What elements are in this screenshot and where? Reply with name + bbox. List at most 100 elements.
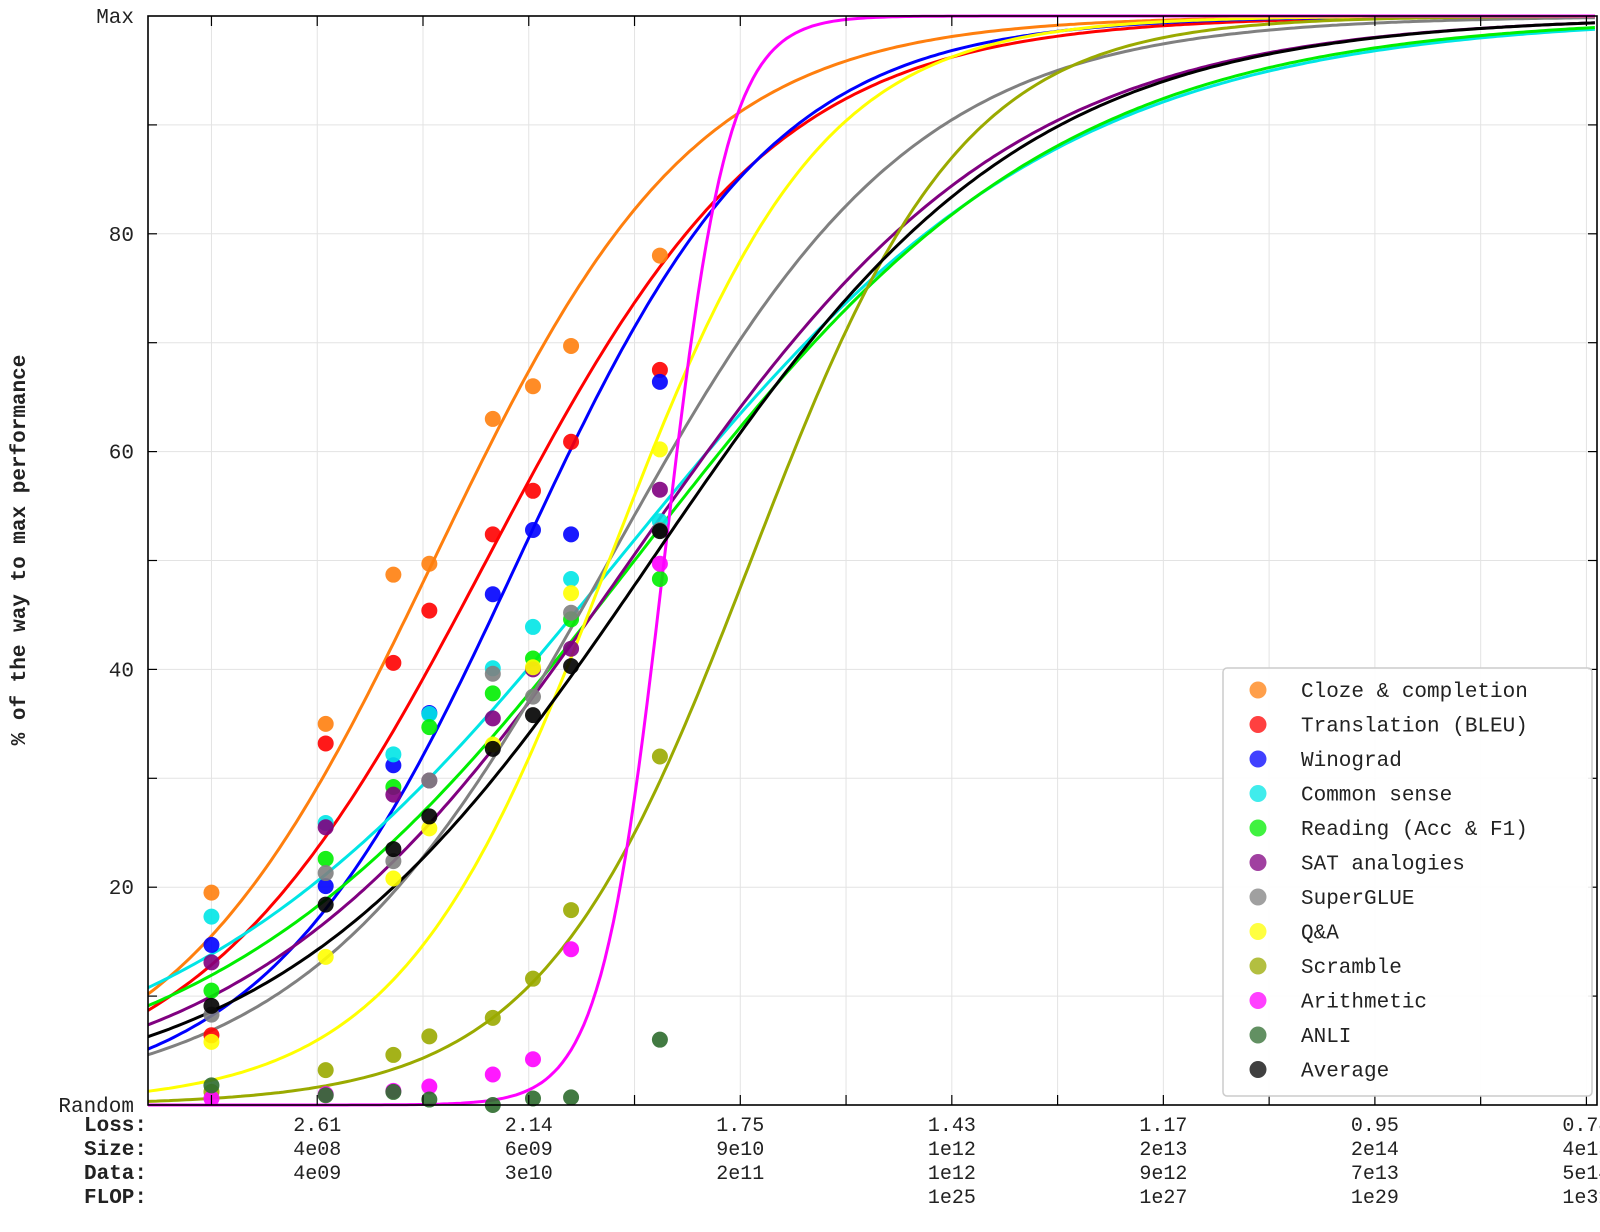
legend-marker (1249, 716, 1267, 733)
data-points (203, 247, 668, 1113)
data-point (563, 433, 580, 450)
data-point (203, 1077, 220, 1094)
data-point (524, 522, 541, 539)
x-tick-label: 6e09 (505, 1139, 553, 1162)
legend-label: Scramble (1301, 957, 1402, 980)
data-point (563, 526, 580, 543)
data-point (421, 1091, 438, 1108)
legend-marker (1249, 750, 1267, 768)
data-point (484, 740, 501, 757)
x-axis-row-label: Loss: (84, 1115, 147, 1138)
x-tick-label: 4e09 (293, 1163, 341, 1186)
legend-marker (1249, 992, 1267, 1009)
data-point (524, 707, 541, 724)
x-tick-label: 1e12 (928, 1163, 976, 1186)
x-tick-label: 2.61 (293, 1115, 341, 1138)
data-point (385, 654, 402, 671)
data-point (651, 555, 668, 572)
data-point (563, 585, 580, 602)
fit-curve (147, 16, 1595, 1057)
data-point (484, 710, 501, 727)
x-tick-label: 1.75 (716, 1115, 764, 1138)
fit-curve (147, 21, 1595, 1039)
x-tick-label: 7e13 (1351, 1163, 1399, 1186)
data-point (524, 618, 541, 635)
data-point (385, 841, 402, 858)
x-tick-label: 1e12 (928, 1139, 976, 1162)
data-point (524, 1051, 541, 1068)
data-point (421, 706, 438, 723)
data-point (421, 602, 438, 619)
legend-marker (1249, 1061, 1267, 1078)
legend-label: Reading (Acc & F1) (1301, 819, 1528, 842)
data-point (484, 665, 501, 682)
y-tick-label: 80 (109, 225, 134, 248)
data-point (385, 1083, 402, 1100)
legend-marker (1249, 785, 1267, 802)
data-point (385, 746, 402, 763)
legend-label: Translation (BLEU) (1301, 716, 1528, 739)
data-point (484, 685, 501, 702)
data-point (385, 1046, 402, 1063)
legend-label: Arithmetic (1301, 992, 1427, 1015)
data-point (385, 786, 402, 803)
x-tick-label: 1.43 (928, 1115, 976, 1138)
data-point (317, 1062, 334, 1079)
x-tick-label: 1e29 (1351, 1187, 1399, 1210)
data-point (203, 954, 220, 971)
x-tick-label: 2e11 (716, 1163, 764, 1186)
legend-label: Average (1301, 1061, 1389, 1084)
axes: Random 20 40 60 80 Max Loss: 2.61 2.14 1.75 1.43 1.… (58, 7, 1600, 1210)
x-tick-label: 2e14 (1351, 1139, 1399, 1162)
data-point (385, 566, 402, 583)
legend-marker (1249, 957, 1267, 975)
x-tick-label: 1e27 (1139, 1187, 1187, 1210)
legend-label: Common sense (1301, 785, 1452, 808)
x-tick-label: 2.14 (505, 1115, 553, 1138)
data-point (421, 1078, 438, 1095)
data-point (651, 571, 668, 588)
x-tick-label: 1e31 (1562, 1187, 1600, 1210)
data-point (484, 1066, 501, 1083)
y-tick-label: Max (96, 7, 134, 30)
data-point (563, 337, 580, 354)
x-tick-label: 5e14 (1562, 1163, 1600, 1186)
data-point (421, 808, 438, 825)
x-tick-label: 9e12 (1139, 1163, 1187, 1186)
legend-label: SAT analogies (1301, 854, 1465, 877)
x-axis-row-label: Size: (84, 1139, 147, 1162)
fit-curves (147, 14, 1596, 1107)
data-point (651, 361, 668, 378)
legend-marker (1249, 1026, 1267, 1044)
data-point (317, 819, 334, 836)
data-point (421, 719, 438, 736)
x-tick-label: 2e13 (1139, 1139, 1187, 1162)
data-point (203, 997, 220, 1014)
legend-label: Q&A (1301, 923, 1339, 946)
x-tick-label: 3e10 (505, 1163, 553, 1186)
legend-box (1222, 667, 1593, 1097)
data-point (317, 735, 334, 752)
data-point (651, 441, 668, 458)
data-point (203, 982, 220, 999)
x-tick-label: 0.78 (1562, 1115, 1600, 1138)
data-point (524, 482, 541, 499)
data-point (203, 908, 220, 925)
legend-marker (1249, 819, 1267, 837)
data-point (385, 853, 402, 870)
data-point (203, 884, 220, 901)
data-point (484, 586, 501, 603)
data-point (524, 378, 541, 395)
data-point (421, 1028, 438, 1045)
data-point (203, 936, 220, 953)
data-point (317, 865, 334, 882)
data-point (317, 896, 334, 913)
data-point (203, 1033, 220, 1050)
y-tick-label: 40 (109, 660, 134, 683)
data-point (317, 1087, 334, 1104)
data-point (563, 571, 580, 588)
data-point (524, 688, 541, 705)
data-point (651, 523, 668, 540)
x-tick-label: 4e08 (293, 1139, 341, 1162)
data-point (317, 715, 334, 732)
